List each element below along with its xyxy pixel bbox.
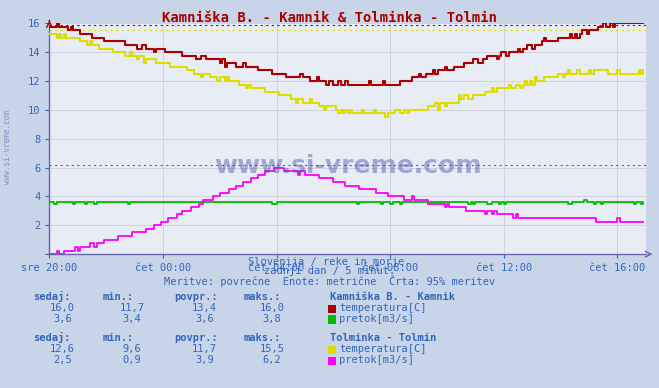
Text: sedaj:: sedaj: [33,332,71,343]
Text: zadnji dan / 5 minut.: zadnji dan / 5 minut. [264,266,395,276]
Text: povpr.:: povpr.: [175,291,218,301]
Text: 0,9: 0,9 [123,355,141,365]
Text: pretok[m3/s]: pretok[m3/s] [339,314,415,324]
Text: 11,7: 11,7 [192,344,217,354]
Text: 6,2: 6,2 [263,355,281,365]
Text: www.si-vreme.com: www.si-vreme.com [3,111,13,184]
Text: Kamniška B. - Kamnik: Kamniška B. - Kamnik [330,291,455,301]
Text: maks.:: maks.: [244,333,281,343]
Text: pretok[m3/s]: pretok[m3/s] [339,355,415,365]
Text: 9,6: 9,6 [123,344,141,354]
Text: 3,8: 3,8 [263,314,281,324]
Text: 15,5: 15,5 [260,344,285,354]
Text: 11,7: 11,7 [119,303,144,313]
Text: Slovenija / reke in morje.: Slovenija / reke in morje. [248,257,411,267]
Text: 3,4: 3,4 [123,314,141,324]
Text: 3,9: 3,9 [195,355,214,365]
Text: 12,6: 12,6 [50,344,75,354]
Text: 3,6: 3,6 [195,314,214,324]
Text: 16,0: 16,0 [260,303,285,313]
Text: min.:: min.: [102,333,133,343]
Text: temperatura[C]: temperatura[C] [339,344,427,354]
Text: povpr.:: povpr.: [175,333,218,343]
Text: Meritve: povrečne  Enote: metrične  Črta: 95% meritev: Meritve: povrečne Enote: metrične Črta: … [164,275,495,287]
Text: maks.:: maks.: [244,291,281,301]
Text: 2,5: 2,5 [53,355,72,365]
Text: Tolminka - Tolmin: Tolminka - Tolmin [330,333,436,343]
Text: 13,4: 13,4 [192,303,217,313]
Text: temperatura[C]: temperatura[C] [339,303,427,313]
Text: min.:: min.: [102,291,133,301]
Text: sedaj:: sedaj: [33,291,71,301]
Text: www.si-vreme.com: www.si-vreme.com [214,154,481,178]
Text: 16,0: 16,0 [50,303,75,313]
Text: 3,6: 3,6 [53,314,72,324]
Text: Kamniška B. - Kamnik & Tolminka - Tolmin: Kamniška B. - Kamnik & Tolminka - Tolmin [162,11,497,25]
